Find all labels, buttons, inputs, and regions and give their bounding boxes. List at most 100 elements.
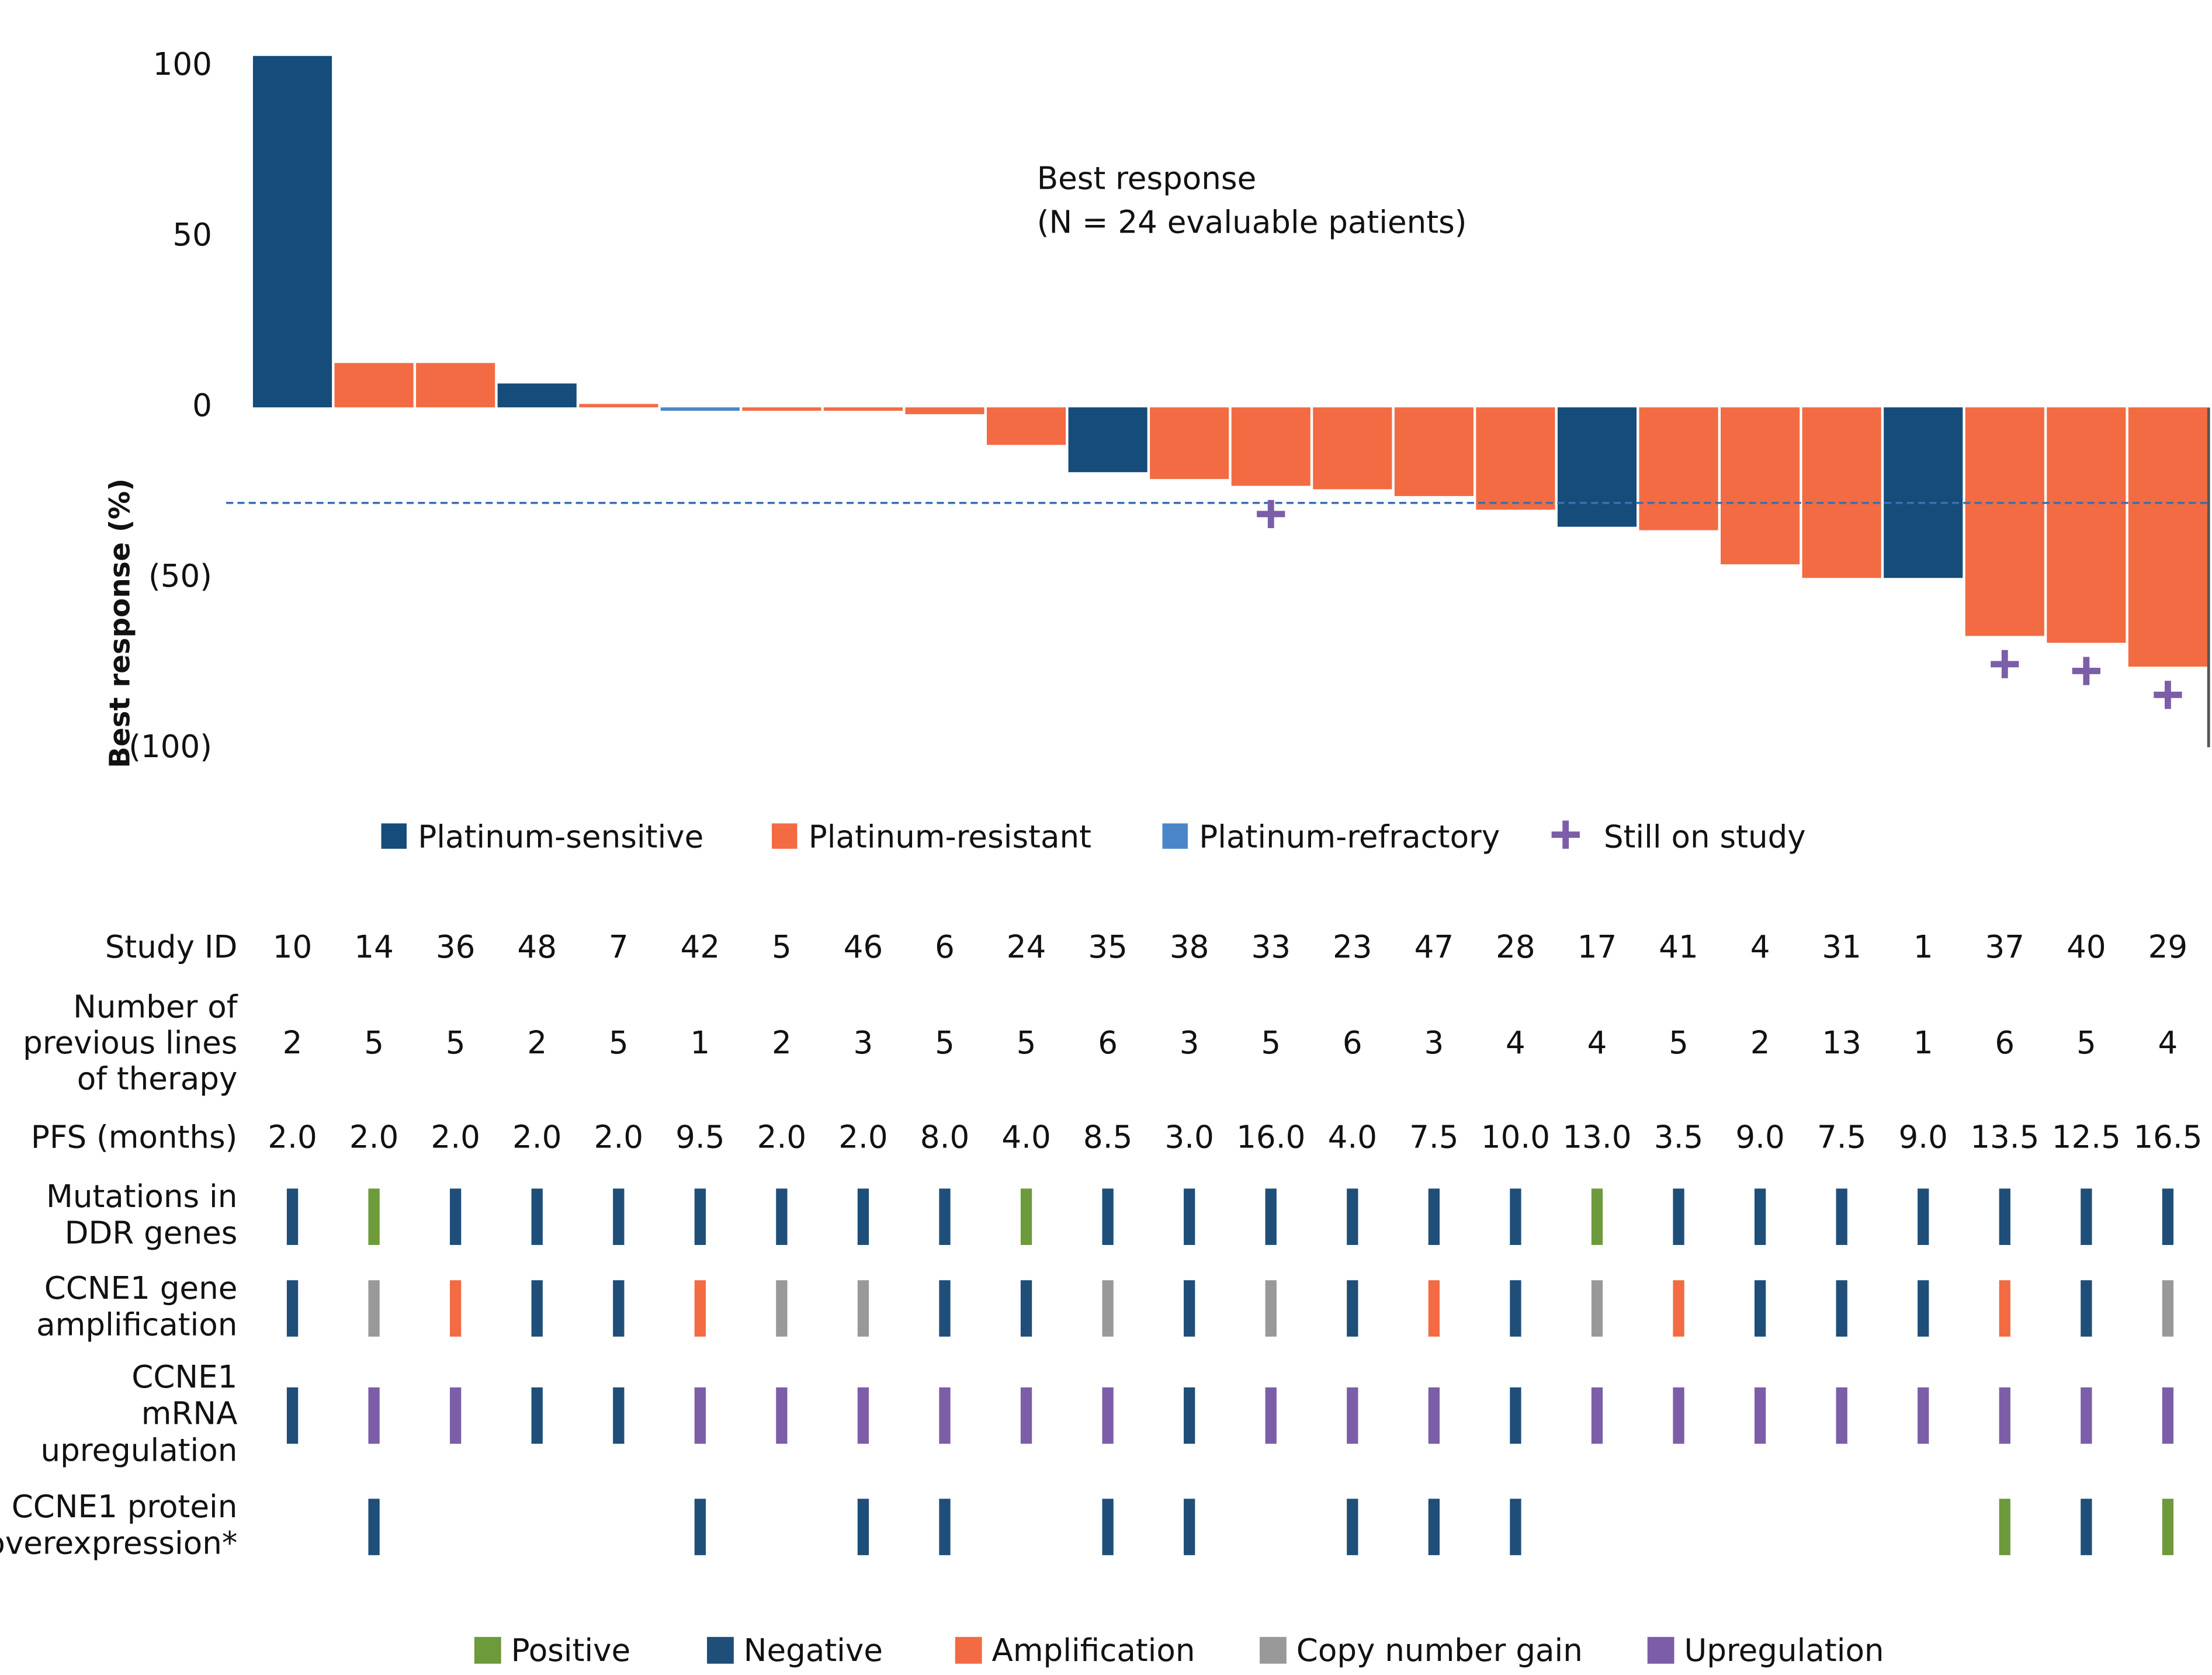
table-cell: 4 xyxy=(1587,1025,1607,1061)
status-mark xyxy=(1754,1387,1766,1444)
status-mark xyxy=(1184,1280,1195,1337)
status-mark xyxy=(1999,1387,2010,1444)
row-label: upregulation xyxy=(40,1432,237,1468)
table-cell: 8.0 xyxy=(920,1119,969,1156)
bar xyxy=(987,407,1066,445)
status-mark xyxy=(694,1387,706,1444)
status-mark xyxy=(694,1499,706,1555)
study-id: 14 xyxy=(354,929,394,965)
table-cell: 2.0 xyxy=(431,1119,480,1156)
table-cell: 3.5 xyxy=(1654,1119,1703,1156)
table-cell: 3 xyxy=(1180,1025,1199,1061)
status-mark xyxy=(857,1188,869,1245)
status-mark xyxy=(286,1188,299,1245)
status-mark xyxy=(1347,1188,1358,1245)
status-mark xyxy=(449,1280,462,1337)
table-cell: 3 xyxy=(1424,1025,1444,1061)
status-mark xyxy=(776,1188,788,1245)
legend-label: Platinum-sensitive xyxy=(418,819,703,855)
bar xyxy=(660,407,740,411)
status-mark xyxy=(2081,1188,2092,1245)
study-id: 47 xyxy=(1414,929,1454,965)
table-cell: 2 xyxy=(527,1025,547,1061)
table-cell: 4 xyxy=(2158,1025,2178,1061)
bar xyxy=(1721,407,1800,564)
table-cell: 1 xyxy=(1913,1025,1933,1061)
table-cell: 5 xyxy=(935,1025,955,1061)
status-mark xyxy=(1836,1188,1847,1245)
table-cell: 4 xyxy=(1506,1025,1525,1061)
bar xyxy=(252,56,332,408)
status-mark xyxy=(939,1280,951,1337)
status-mark xyxy=(776,1387,788,1444)
bar xyxy=(742,407,821,411)
status-mark xyxy=(368,1188,380,1245)
status-mark xyxy=(2162,1188,2174,1245)
table-cell: 6 xyxy=(1995,1025,2015,1061)
legend-swatch xyxy=(381,823,407,849)
y-tick-label: (50) xyxy=(148,558,212,594)
study-id: 36 xyxy=(436,929,476,965)
study-id: 5 xyxy=(772,929,792,965)
y-tick-label: 50 xyxy=(172,217,212,253)
bar xyxy=(1394,407,1473,497)
status-mark xyxy=(613,1387,625,1444)
study-id: 4 xyxy=(1750,929,1770,965)
status-mark xyxy=(1836,1387,1847,1444)
status-mark xyxy=(776,1280,788,1337)
status-mark xyxy=(1265,1280,1277,1337)
still-on-study-marker xyxy=(1257,500,1285,528)
table-cell: 9.0 xyxy=(1899,1119,1948,1156)
table-cell: 4.0 xyxy=(1328,1119,1377,1156)
chart-subtitle: (N = 24 evaluable patients) xyxy=(1037,204,1467,240)
bar xyxy=(823,407,903,411)
status-mark xyxy=(449,1188,462,1245)
status-mark xyxy=(368,1387,380,1444)
table-cell: 6 xyxy=(1343,1025,1362,1061)
legend-swatch xyxy=(1260,1636,1287,1664)
status-mark xyxy=(286,1387,299,1444)
study-id: 23 xyxy=(1333,929,1372,965)
status-mark xyxy=(613,1188,625,1245)
status-mark xyxy=(368,1280,380,1337)
table-cell: 3.0 xyxy=(1164,1119,1214,1156)
table-cell: 5 xyxy=(446,1025,466,1061)
table-cell: 2.0 xyxy=(349,1119,398,1156)
status-mark xyxy=(939,1499,951,1555)
row-label: Study ID xyxy=(105,929,238,965)
study-id: 31 xyxy=(1822,929,1861,965)
table-cell: 2 xyxy=(283,1025,303,1061)
legend-swatch xyxy=(1162,823,1188,849)
table-cell: 13 xyxy=(1822,1025,1861,1061)
study-id: 24 xyxy=(1007,929,1046,965)
y-tick-label: 0 xyxy=(192,387,212,424)
bar xyxy=(1965,407,2044,636)
status-mark xyxy=(1836,1280,1847,1337)
still-on-study-marker xyxy=(2154,681,2182,709)
status-mark xyxy=(2081,1387,2092,1444)
status-mark xyxy=(939,1188,951,1245)
row-label: DDR genes xyxy=(65,1215,238,1251)
table-cell: 1 xyxy=(690,1025,710,1061)
status-mark xyxy=(1102,1499,1114,1555)
status-mark xyxy=(1918,1387,1929,1444)
status-mark xyxy=(1102,1387,1114,1444)
status-mark xyxy=(368,1499,380,1555)
status-mark xyxy=(2162,1280,2174,1337)
status-mark xyxy=(531,1280,543,1337)
status-mark xyxy=(939,1387,951,1444)
status-mark xyxy=(2081,1280,2092,1337)
status-mark xyxy=(1673,1387,1684,1444)
y-tick-label: (100) xyxy=(129,729,212,765)
study-id: 7 xyxy=(609,929,629,965)
status-mark xyxy=(1347,1280,1358,1337)
status-mark xyxy=(694,1280,706,1337)
study-id: 29 xyxy=(2148,929,2188,965)
status-mark xyxy=(1020,1280,1032,1337)
status-mark xyxy=(1591,1387,1603,1444)
row-label: CCNE1 protein xyxy=(12,1489,238,1525)
study-id: 28 xyxy=(1496,929,1535,965)
study-id: 38 xyxy=(1170,929,1209,965)
table-cell: 5 xyxy=(609,1025,629,1061)
